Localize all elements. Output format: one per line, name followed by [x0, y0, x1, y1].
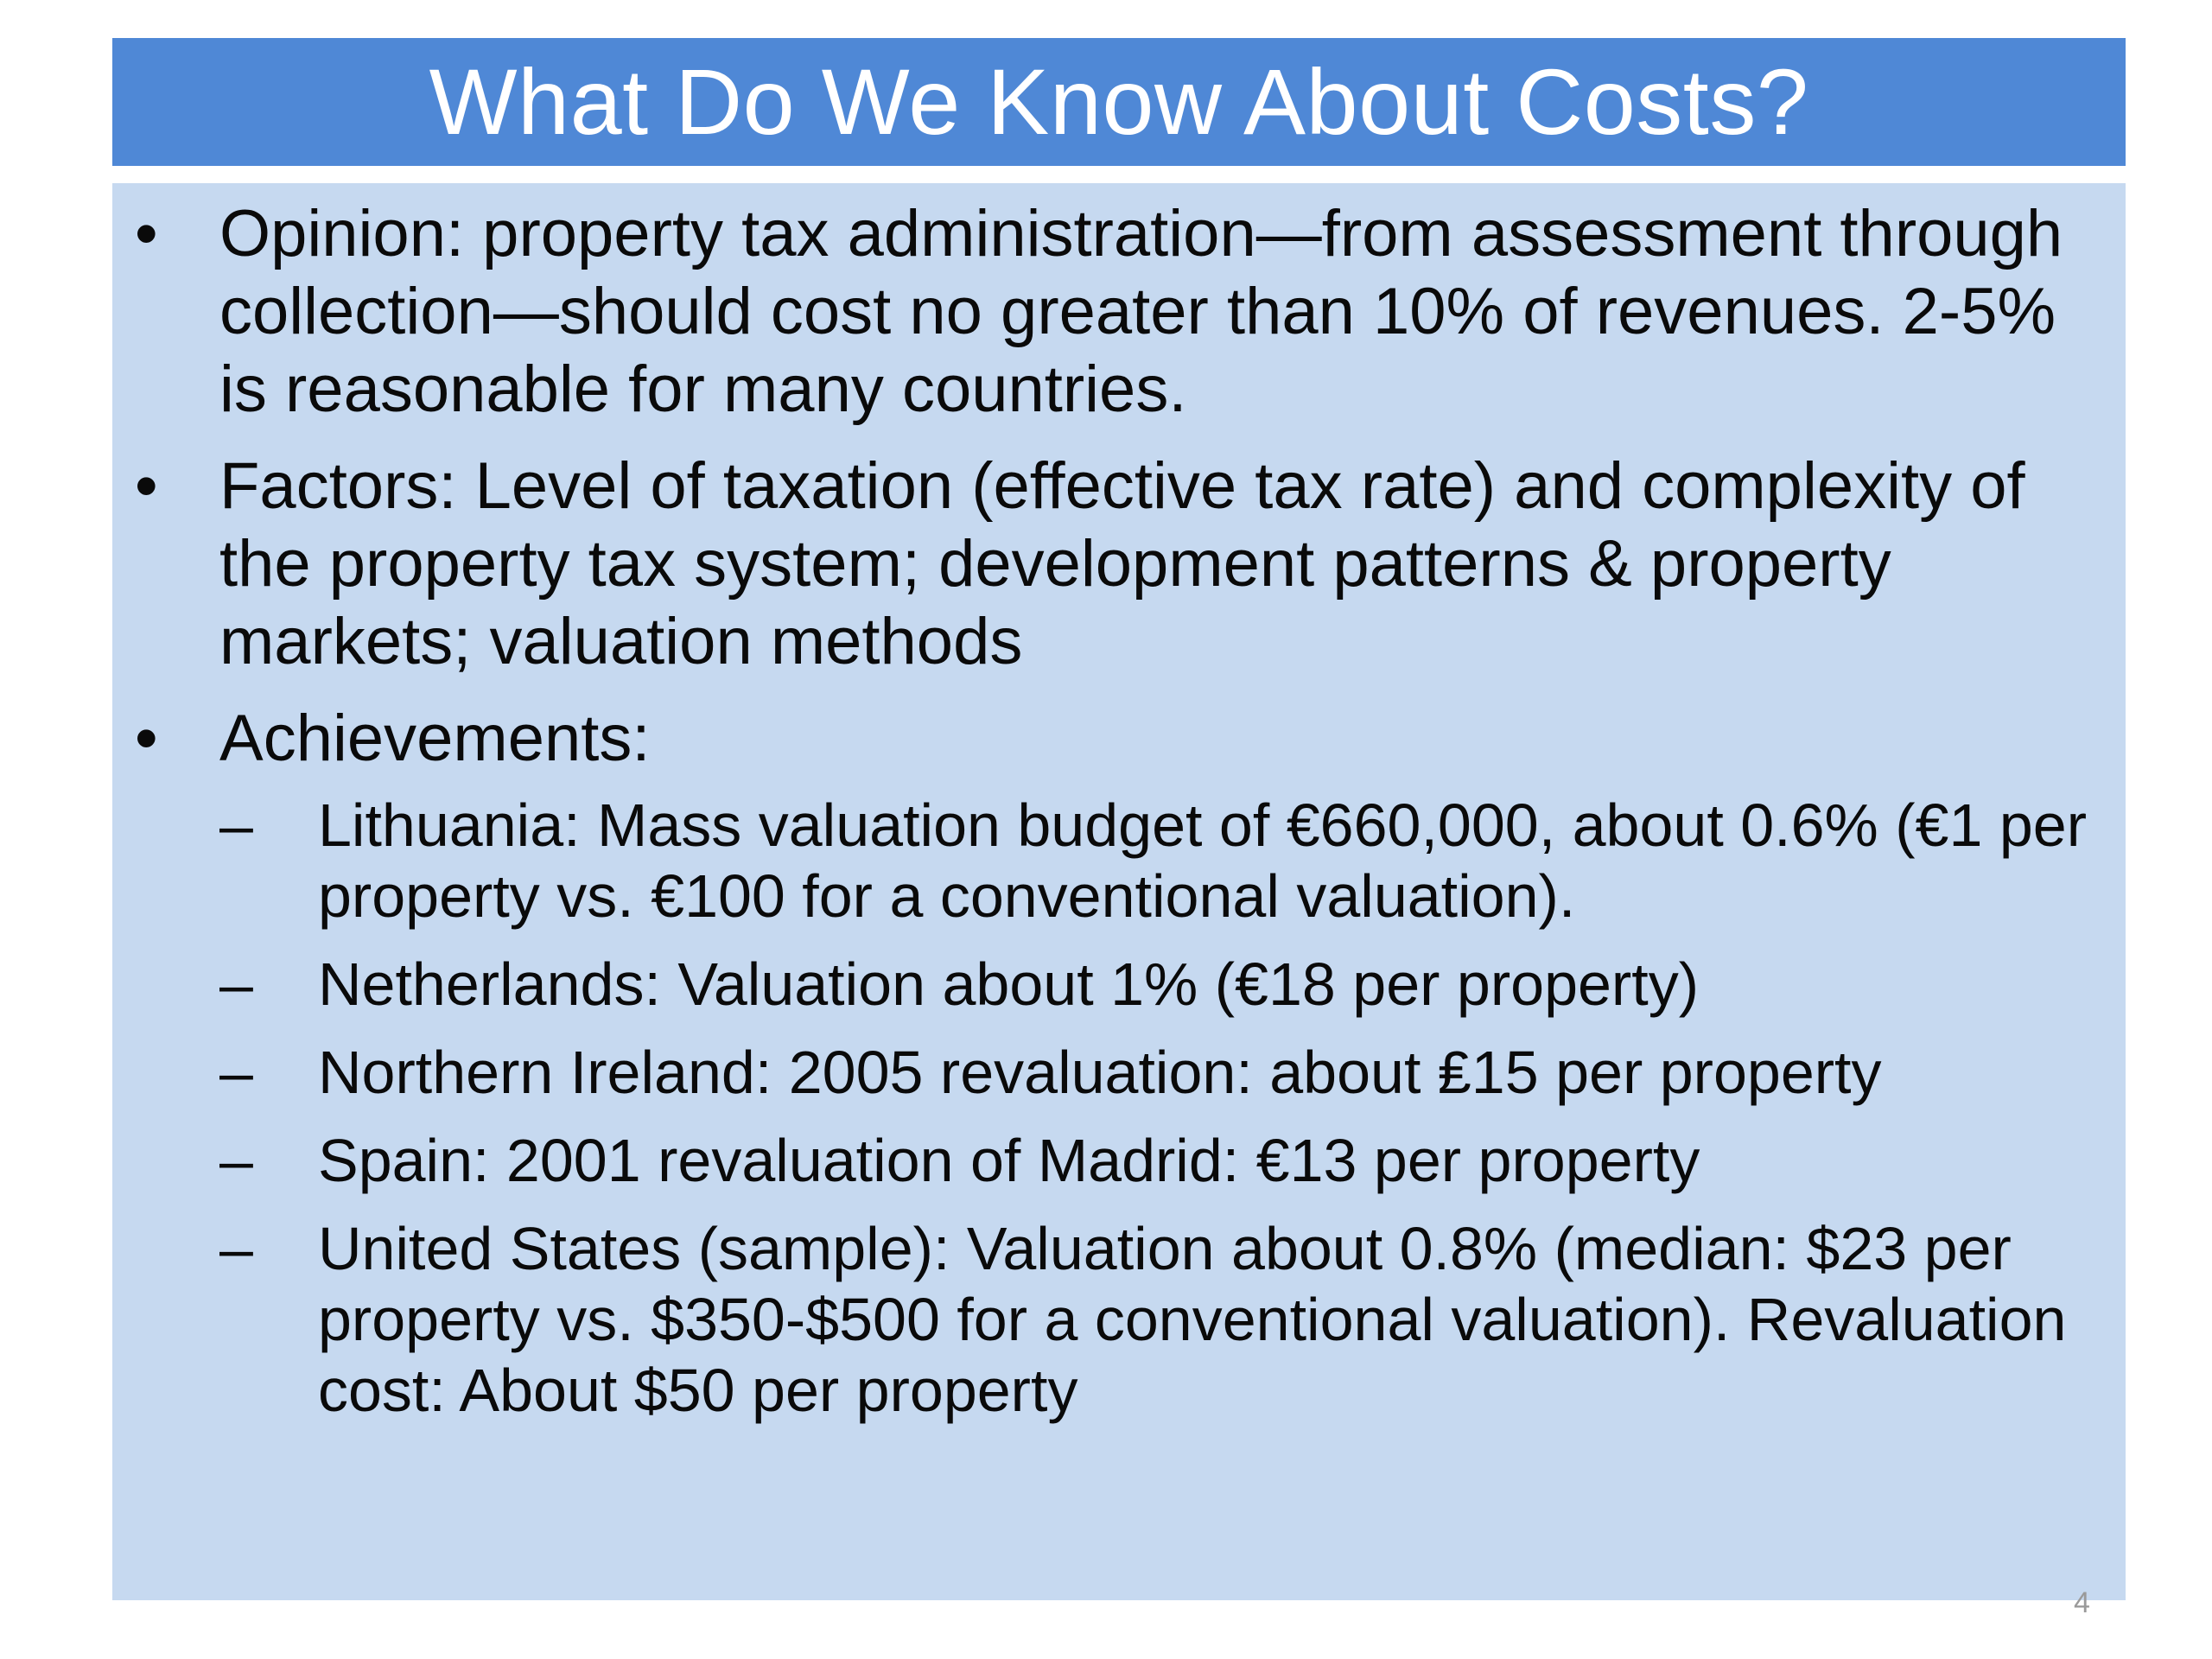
- sub-item-spain: – Spain: 2001 revaluation of Madrid: €13…: [219, 1125, 2091, 1196]
- slide-title: What Do We Know About Costs?: [429, 49, 1809, 154]
- bullet-item-factors: • Factors: Level of taxation (effective …: [112, 448, 2126, 681]
- bullet-text: Achievements:: [219, 702, 651, 775]
- sub-item-lithuania: – Lithuania: Mass valuation budget of €6…: [219, 790, 2091, 931]
- sub-bullet-marker: –: [219, 950, 253, 1018]
- content-box: • Opinion: property tax administration—f…: [112, 183, 2126, 1600]
- title-bar: What Do We Know About Costs?: [112, 38, 2126, 166]
- sub-item-text: Spain: 2001 revaluation of Madrid: €13 p…: [318, 1127, 1700, 1194]
- sub-item-text: United States (sample): Valuation about …: [318, 1215, 2067, 1424]
- bullet-item-achievements: • Achievements: – Lithuania: Mass valuat…: [112, 700, 2126, 1426]
- sub-item-text: Netherlands: Valuation about 1% (€18 per…: [318, 950, 1700, 1018]
- sub-bullet-marker: –: [219, 1039, 253, 1106]
- page-number: 4: [2074, 1586, 2090, 1619]
- sub-bullet-marker: –: [219, 791, 253, 859]
- bullet-marker: •: [135, 449, 158, 523]
- sub-bullet-marker: –: [219, 1127, 253, 1194]
- bullet-text: Opinion: property tax administration—fro…: [219, 197, 2063, 426]
- sub-item-united-states: – United States (sample): Valuation abou…: [219, 1213, 2091, 1426]
- bullet-marker: •: [135, 702, 158, 775]
- bullet-marker: •: [135, 197, 158, 270]
- bullet-item-opinion: • Opinion: property tax administration—f…: [112, 195, 2126, 429]
- sub-item-northern-ireland: – Northern Ireland: 2005 revaluation: ab…: [219, 1037, 2091, 1108]
- sub-item-text: Northern Ireland: 2005 revaluation: abou…: [318, 1039, 1882, 1106]
- bullet-list: • Opinion: property tax administration—f…: [112, 195, 2126, 1445]
- sub-bullet-marker: –: [219, 1215, 253, 1282]
- achievement-list: – Lithuania: Mass valuation budget of €6…: [219, 790, 2091, 1426]
- sub-item-netherlands: – Netherlands: Valuation about 1% (€18 p…: [219, 949, 2091, 1020]
- bullet-text: Factors: Level of taxation (effective ta…: [219, 449, 2025, 678]
- sub-item-text: Lithuania: Mass valuation budget of €660…: [318, 791, 2088, 930]
